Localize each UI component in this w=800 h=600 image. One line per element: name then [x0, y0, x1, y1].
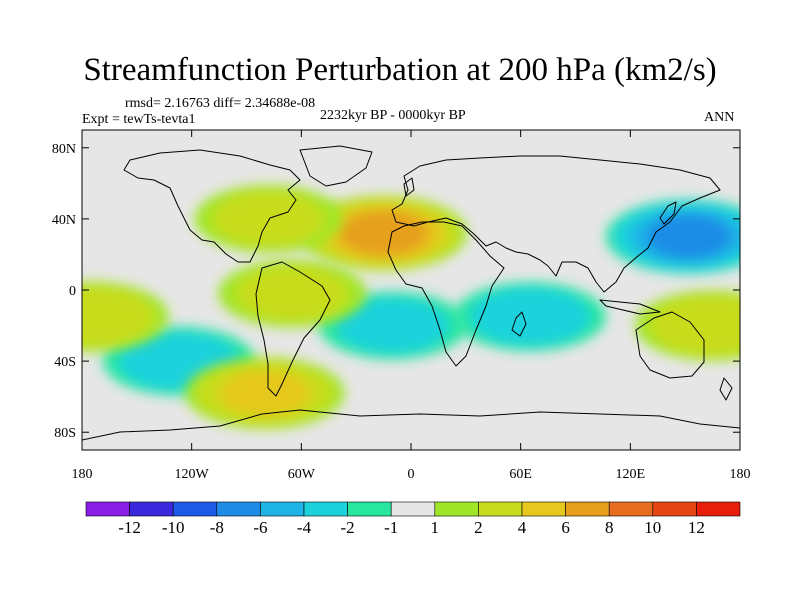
contour-east-pacific-high	[82, 281, 169, 352]
colorbar-swatch	[390, 501, 436, 517]
map-area	[82, 130, 740, 450]
colorbar-label: -2	[341, 518, 355, 537]
colorbar-label: -12	[118, 518, 141, 537]
colorbar-swatch	[260, 501, 305, 517]
greenland-coast	[299, 145, 373, 187]
lat-tick-label: 80N	[52, 142, 76, 157]
colorbar-label: 2	[474, 518, 483, 537]
colorbar-swatch	[478, 501, 523, 517]
colorbar-label: -8	[210, 518, 224, 537]
colorbar-label: -4	[297, 518, 312, 537]
contour-indian-ocean-low	[453, 282, 606, 352]
colorbar-swatch	[608, 501, 654, 517]
colorbar-swatch	[129, 501, 174, 517]
lon-tick-label: 0	[408, 467, 415, 482]
lon-tick-label: 120E	[616, 467, 646, 482]
madagascar-coast	[511, 311, 527, 337]
colorbar-swatch	[172, 501, 218, 517]
season-label: ANN	[704, 110, 735, 125]
colorbar-label: 12	[688, 518, 705, 537]
plot-title: Streamfunction Perturbation at 200 hPa (…	[83, 52, 717, 88]
colorbar-label: 4	[518, 518, 527, 537]
colorbar-swatch	[303, 501, 348, 517]
colorbar-label: 6	[561, 518, 570, 537]
australia-coast	[635, 311, 705, 379]
experiment-label: Expt = tewTs-tevta1	[82, 112, 196, 127]
colorbar-label: -6	[253, 518, 267, 537]
coastlines	[82, 145, 740, 441]
africa-coast	[387, 221, 505, 367]
uk-coast	[403, 177, 415, 197]
colorbar-label: -10	[162, 518, 185, 537]
rmsd-stats: rmsd= 2.16763 diff= 2.34688e-08	[125, 96, 316, 111]
lat-tick-label: 40S	[54, 355, 76, 370]
new-zealand-coast	[719, 377, 733, 401]
colorbar-swatch	[652, 501, 697, 517]
lon-tick-label: 120W	[175, 467, 210, 482]
north-america-coast	[123, 149, 301, 263]
lon-tick-label: 180	[72, 467, 93, 482]
colorbar: -12 -10 -8 -6 -4 -2 -1 1 2 4 6 8 10 12	[85, 501, 741, 537]
japan-coast	[659, 201, 677, 225]
colorbar-swatch	[347, 501, 392, 517]
lat-tick-label: 0	[69, 284, 76, 299]
lon-tick-label: 60W	[288, 467, 316, 482]
colorbar-swatch	[696, 501, 741, 517]
eurasia-coast	[391, 155, 721, 293]
colorbar-swatch	[85, 501, 130, 517]
latitude-axis: 80N 40N 0 40S 80S	[52, 142, 740, 441]
map-background	[82, 130, 740, 450]
colorbar-swatch	[521, 501, 566, 517]
contour-tropical-america-high	[218, 259, 367, 328]
lon-tick-label: 180	[730, 467, 751, 482]
lat-tick-label: 80S	[54, 426, 76, 441]
contour-southeast-pacific-high	[184, 357, 345, 430]
contour-east-asia-low	[605, 199, 740, 274]
contour-north-america-high	[194, 185, 343, 253]
colorbar-swatch	[216, 501, 261, 517]
lat-tick-label: 40N	[52, 213, 76, 228]
colorbar-label: 1	[431, 518, 440, 537]
colorbar-label: 8	[605, 518, 614, 537]
colorbar-label: 10	[644, 518, 661, 537]
contour-field	[82, 185, 740, 430]
period-label: 2232kyr BP - 0000kyr BP	[320, 108, 466, 123]
colorbar-swatch	[565, 501, 610, 517]
indonesia-coast	[599, 299, 661, 315]
longitude-axis: 180 120W 60W 0 60E 120E 180	[72, 130, 751, 482]
colorbar-label: -1	[384, 518, 398, 537]
colorbar-swatch	[434, 501, 479, 517]
contour-australia-high	[635, 290, 740, 361]
lon-tick-label: 60E	[509, 467, 532, 482]
antarctica-coast	[82, 409, 740, 441]
south-america-coast	[255, 261, 331, 397]
